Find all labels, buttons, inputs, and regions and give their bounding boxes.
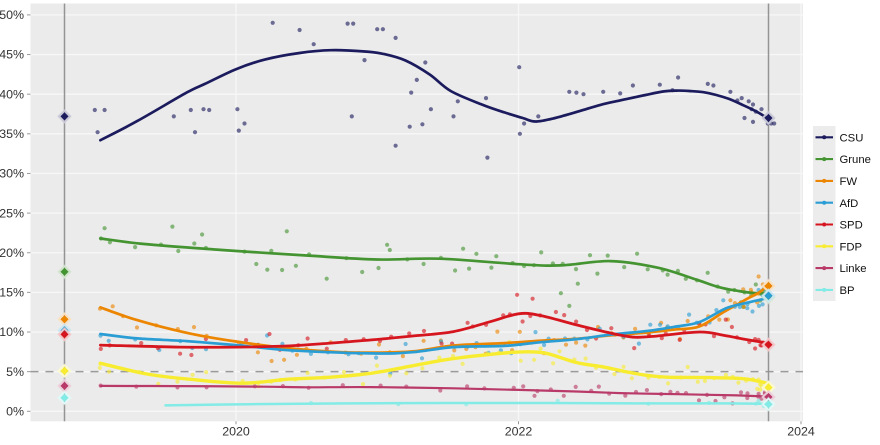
svg-text:AfD: AfD xyxy=(840,198,859,210)
svg-text:5%: 5% xyxy=(6,365,24,379)
svg-text:30%: 30% xyxy=(0,167,24,181)
svg-text:FDP: FDP xyxy=(840,241,863,253)
svg-text:BP: BP xyxy=(840,285,855,297)
svg-text:Grune: Grune xyxy=(840,154,871,166)
svg-text:2024: 2024 xyxy=(787,424,815,438)
svg-text:25%: 25% xyxy=(0,206,24,220)
svg-text:10%: 10% xyxy=(0,325,24,339)
svg-text:0%: 0% xyxy=(6,405,24,419)
svg-text:CSU: CSU xyxy=(840,132,864,144)
svg-text:FW: FW xyxy=(840,176,858,188)
svg-text:2022: 2022 xyxy=(505,424,533,438)
svg-text:45%: 45% xyxy=(0,48,24,62)
svg-text:40%: 40% xyxy=(0,87,24,101)
svg-text:Linke: Linke xyxy=(840,263,867,275)
svg-text:20%: 20% xyxy=(0,246,24,260)
svg-text:SPD: SPD xyxy=(840,220,863,232)
svg-text:2020: 2020 xyxy=(222,424,250,438)
svg-text:15%: 15% xyxy=(0,286,24,300)
svg-text:50%: 50% xyxy=(0,8,24,22)
svg-text:35%: 35% xyxy=(0,127,24,141)
